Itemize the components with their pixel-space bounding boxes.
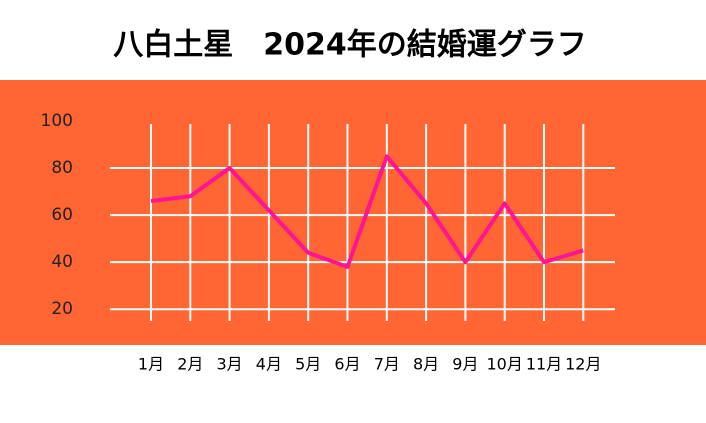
x-tick-label: 11月 [526,355,562,374]
x-tick-label: 9月 [452,355,478,374]
y-tick-label: 60 [51,205,73,225]
x-tick-label: 3月 [217,355,243,374]
y-tick-label: 20 [51,299,73,319]
chart-title: 八白土星 2024年の結婚運グラフ [113,28,587,63]
x-tick-label: 4月 [256,355,282,374]
x-tick-label: 2月 [177,355,203,374]
x-tick-label: 6月 [334,355,360,374]
x-tick-label: 8月 [413,355,439,374]
x-tick-label: 5月 [295,355,321,374]
plot-background [0,80,706,345]
x-tick-label: 12月 [565,355,601,374]
data-line [150,154,584,269]
x-tick-label: 1月 [138,355,164,374]
x-tick-label: 10月 [487,355,523,374]
y-tick-label: 40 [51,252,73,272]
y-tick-label: 100 [41,111,73,131]
x-tick-label: 7月 [374,355,400,374]
y-tick-label: 80 [51,158,73,178]
